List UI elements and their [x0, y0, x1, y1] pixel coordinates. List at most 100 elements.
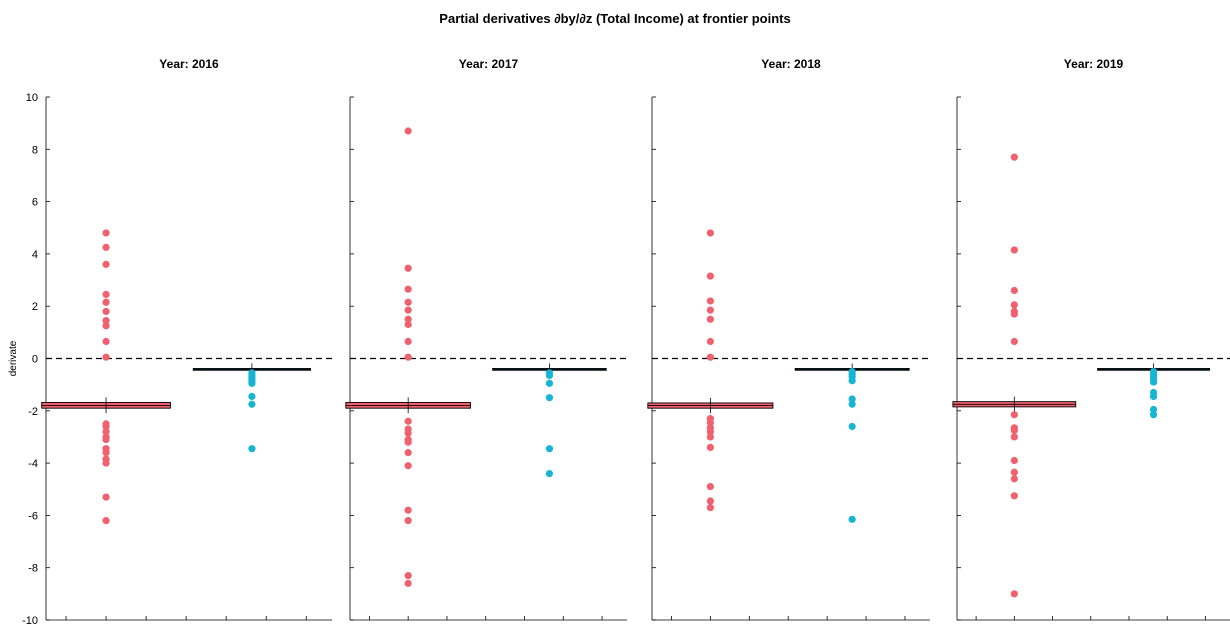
- data-point-group-1: [706, 503, 714, 512]
- data-point-group-1: [102, 493, 110, 501]
- data-point-group-1: [102, 322, 110, 330]
- y-tick-label: 2: [32, 301, 38, 313]
- data-point-group-1: [706, 337, 714, 346]
- panel-2: Year: 2017: [345, 57, 627, 621]
- data-point-group-1: [102, 307, 110, 316]
- data-point-group-1: [404, 462, 412, 470]
- data-point-group-1: [102, 290, 110, 299]
- y-tick-label: 6: [32, 197, 38, 209]
- data-point-group-2: [1149, 405, 1158, 414]
- data-point-group-1: [102, 435, 110, 444]
- data-point-group-1: [404, 438, 412, 446]
- y-axis-label: derivate: [8, 340, 19, 376]
- data-point-group-1: [404, 264, 412, 272]
- panel-title: Year: 2017: [459, 57, 519, 71]
- data-point-group-2: [248, 400, 256, 408]
- data-point-group-1: [102, 428, 110, 436]
- data-point-group-1: [706, 428, 714, 436]
- data-point-group-2: [848, 400, 856, 408]
- data-point-group-1: [1010, 411, 1018, 419]
- data-point-group-1: [102, 449, 110, 457]
- y-tick-label: 4: [32, 249, 38, 261]
- data-point-group-2: [248, 379, 256, 387]
- y-tick-label: -8: [28, 563, 38, 575]
- data-point-group-2: [545, 469, 554, 478]
- data-point-group-1: [404, 285, 412, 293]
- data-point-group-1: [1010, 286, 1018, 295]
- data-point-group-2: [545, 371, 554, 380]
- y-tick-label: -2: [28, 406, 38, 418]
- y-tick-label: 10: [26, 92, 38, 104]
- data-point-group-2: [248, 445, 256, 453]
- data-point-group-1: [102, 459, 110, 467]
- data-point-group-2: [1149, 411, 1158, 419]
- data-point-group-1: [706, 353, 714, 361]
- data-point-group-1: [404, 506, 412, 514]
- y-tick-label: 0: [32, 354, 38, 366]
- data-point-group-1: [102, 316, 110, 325]
- panel-3: Year: 2018: [647, 57, 930, 621]
- data-point-group-1: [1010, 590, 1018, 598]
- data-point-group-1: [404, 320, 412, 329]
- data-point-group-2: [848, 422, 856, 431]
- data-point-group-2: [248, 392, 256, 401]
- data-point-group-1: [1010, 246, 1018, 254]
- panel-title: Year: 2019: [1064, 57, 1124, 71]
- data-point-group-1: [404, 429, 412, 437]
- data-point-group-1: [404, 417, 412, 425]
- data-point-group-1: [1010, 492, 1018, 500]
- data-point-group-1: [102, 298, 110, 306]
- data-point-group-1: [1010, 468, 1018, 476]
- data-point-group-1: [102, 229, 110, 237]
- data-point-group-1: [706, 483, 714, 491]
- data-point-group-1: [404, 298, 412, 306]
- data-point-group-1: [706, 497, 714, 505]
- y-tick-label: -10: [22, 615, 38, 627]
- data-point-group-1: [706, 418, 714, 427]
- data-point-group-1: [404, 579, 412, 587]
- data-point-group-2: [1149, 392, 1158, 401]
- data-point-group-1: [706, 443, 714, 452]
- data-point-group-1: [706, 433, 714, 441]
- chart-title: Partial derivatives ∂by/∂z (Total Income…: [439, 11, 790, 26]
- y-tick-label: 8: [32, 144, 38, 156]
- data-point-group-2: [848, 377, 856, 385]
- data-point-group-1: [404, 337, 412, 346]
- data-point-group-2: [1149, 378, 1158, 386]
- panels: Year: 2016 -10 -8 -6 -4 -2 0 2 4 6 8 10 Year: 2017 Ye…: [8, 57, 1230, 627]
- data-point-group-1: [706, 315, 714, 323]
- data-point-group-1: [102, 353, 110, 361]
- data-point-group-1: [404, 571, 412, 580]
- data-point-group-1: [404, 353, 412, 361]
- data-point-group-2: [848, 395, 856, 403]
- data-point-group-2: [545, 445, 554, 453]
- panel-1: Year: 2016 -10 -8 -6 -4 -2 0 2 4 6 8 10: [22, 57, 332, 627]
- data-point-group-1: [1010, 153, 1018, 161]
- data-point-group-1: [404, 517, 412, 525]
- data-point-group-1: [102, 422, 110, 431]
- panel-4: Year: 2019: [952, 57, 1230, 621]
- data-point-group-2: [545, 394, 554, 402]
- data-point-group-1: [706, 306, 714, 314]
- data-point-group-1: [1010, 426, 1018, 435]
- data-point-group-1: [404, 315, 412, 323]
- data-point-group-1: [404, 449, 412, 457]
- data-point-group-1: [102, 517, 110, 525]
- data-point-group-1: [1010, 301, 1018, 309]
- data-point-group-1: [404, 306, 412, 314]
- data-point-group-1: [1010, 310, 1018, 318]
- data-point-group-1: [1010, 337, 1018, 346]
- data-point-group-1: [404, 127, 412, 135]
- data-point-group-1: [706, 297, 714, 305]
- data-point-group-1: [1010, 475, 1018, 483]
- data-point-group-1: [706, 272, 714, 280]
- y-tick-label: -6: [28, 510, 38, 522]
- y-tick-label: -4: [28, 458, 38, 470]
- panel-title: Year: 2018: [761, 57, 821, 71]
- data-point-group-2: [848, 515, 856, 523]
- panel-title: Year: 2016: [159, 57, 219, 71]
- data-point-group-1: [102, 243, 110, 251]
- data-point-group-2: [545, 379, 554, 387]
- data-point-group-1: [102, 260, 110, 268]
